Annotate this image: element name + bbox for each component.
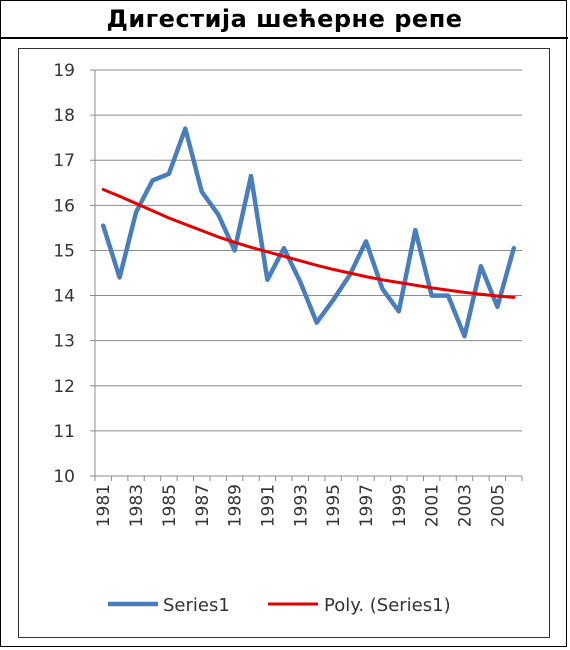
x-axis: 1981 1983 1985 1987 1989 1991 1993 1995 1997 1999… — [94, 475, 523, 527]
x-tick-label: 2005 — [488, 484, 508, 527]
series-line-poly-trendline — [101, 188, 516, 299]
legend-label-poly: Poly. (Series1) — [324, 595, 451, 616]
x-tick-label: 1983 — [127, 484, 147, 527]
series-line-series1 — [100, 126, 517, 339]
y-tick-label: 13 — [53, 332, 75, 352]
series-lines — [100, 126, 517, 339]
x-tick-label: 1999 — [390, 484, 410, 527]
gridlines — [90, 69, 522, 477]
y-tick-label: 10 — [53, 467, 75, 487]
y-tick-label: 15 — [53, 241, 75, 261]
chart-title: Дигестија шећерне репе — [106, 5, 463, 33]
x-tick-label: 2001 — [423, 484, 443, 527]
y-tick-label: 18 — [53, 106, 75, 126]
y-axis: 10 11 12 13 14 15 16 17 18 19 — [53, 61, 96, 487]
legend-label-series1: Series1 — [163, 595, 230, 616]
y-tick-label: 11 — [53, 422, 75, 442]
x-tick-label: 1993 — [291, 484, 311, 527]
title-bar: Дигестија шећерне репе — [1, 1, 568, 39]
y-tick-label: 17 — [53, 151, 75, 171]
x-tick-label: 1989 — [226, 484, 246, 527]
x-tick-label: 1991 — [258, 484, 278, 527]
y-tick-label: 19 — [53, 61, 75, 81]
y-tick-label: 14 — [53, 287, 75, 307]
x-tick-label: 1997 — [357, 484, 377, 527]
x-tick-label: 1995 — [324, 484, 344, 527]
y-tick-label: 16 — [53, 196, 75, 216]
x-tick-label: 1981 — [94, 484, 114, 527]
x-tick-label: 1987 — [193, 484, 213, 527]
y-tick-label: 12 — [53, 377, 75, 397]
legend: Series1 Poly. (Series1) — [108, 595, 451, 616]
chart-area-border — [18, 48, 550, 638]
x-tick-label: 1985 — [160, 484, 180, 527]
x-tick-label: 2003 — [456, 484, 476, 527]
